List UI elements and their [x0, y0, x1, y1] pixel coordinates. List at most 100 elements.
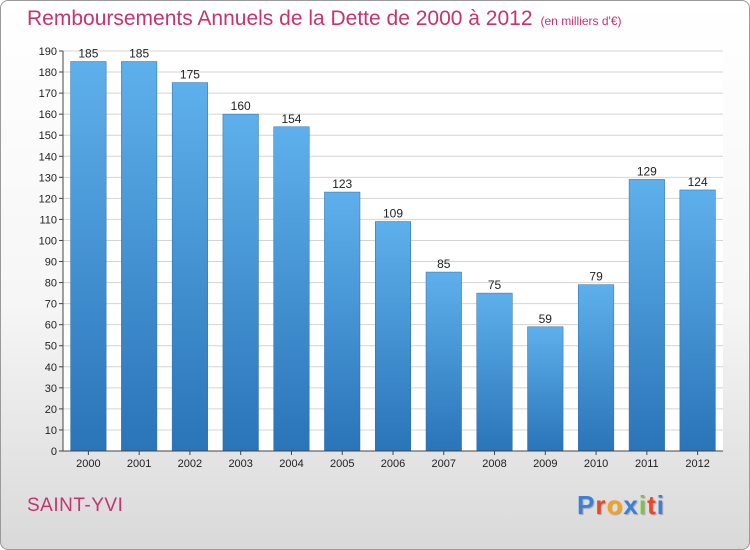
y-tick: 40: [45, 362, 63, 374]
logo-letter: o: [606, 490, 624, 520]
bar-2000: [70, 61, 107, 452]
bar-2003: [222, 113, 259, 452]
bar-2010: [578, 284, 615, 452]
bar-value-label: 129: [637, 164, 657, 178]
x-tick: 2011: [635, 451, 659, 470]
y-tick: 140: [39, 151, 63, 163]
y-tick-label: 150: [39, 130, 57, 142]
y-tick: 110: [39, 214, 63, 226]
x-tick-label: 2002: [178, 458, 202, 470]
bar-value-label: 109: [383, 207, 403, 221]
y-tick: 10: [45, 425, 63, 437]
y-tick-label: 100: [39, 235, 57, 247]
bar-2009: [527, 326, 564, 452]
bar-value-label: 185: [129, 47, 149, 61]
y-tick-label: 190: [39, 46, 57, 58]
y-tick-label: 180: [39, 67, 57, 79]
y-tick: 0: [51, 446, 63, 458]
bar-2011: [628, 179, 665, 452]
logo-letter: r: [595, 490, 607, 520]
y-tick: 50: [45, 341, 63, 353]
y-tick-label: 90: [45, 257, 57, 269]
bar-value-label: 123: [332, 177, 352, 191]
bar-value-label: 75: [488, 278, 502, 292]
y-tick-label: 20: [45, 404, 57, 416]
y-tick: 170: [39, 88, 63, 100]
logo-letter: x: [623, 490, 639, 520]
x-tick: 2007: [432, 451, 456, 470]
chart-title-text: Remboursements Annuels de la Dette de 20…: [27, 7, 533, 30]
bar-2002: [171, 82, 208, 452]
bar-2005: [324, 191, 361, 452]
y-tick-label: 80: [45, 278, 57, 290]
bar-value-label: 85: [437, 257, 451, 271]
y-tick: 30: [45, 383, 63, 395]
bar-2008: [476, 292, 513, 452]
x-tick: 2002: [178, 451, 202, 470]
bar-value-label: 185: [78, 47, 98, 61]
bar-2004: [273, 126, 310, 452]
x-tick-label: 2001: [127, 458, 151, 470]
y-tick: 150: [39, 130, 63, 142]
bar-2007: [425, 271, 462, 452]
bars: 185 185 175 160 154 123 109 85 75 59 79 129 124: [70, 47, 716, 452]
y-tick: 60: [45, 320, 63, 332]
y-tick: 160: [39, 109, 63, 121]
x-tick: 2012: [685, 451, 710, 470]
bar-value-label: 175: [180, 68, 200, 82]
logo-letter: i: [656, 490, 665, 520]
x-tick-label: 2009: [533, 458, 557, 470]
y-tick-label: 10: [45, 425, 57, 437]
x-tick: 2004: [279, 451, 304, 470]
bar-value-label: 59: [539, 312, 553, 326]
x-tick-label: 2012: [685, 458, 709, 470]
x-tick: 2005: [330, 451, 354, 470]
y-tick: 120: [39, 193, 63, 205]
y-tick-label: 0: [51, 446, 57, 458]
x-ticks: 2000 2001 2002 2003 2004 2005 2006 2007 2008 2009…: [76, 451, 710, 470]
proxiti-logo: Proxiti: [577, 490, 665, 521]
y-tick-label: 40: [45, 362, 57, 374]
y-tick-label: 30: [45, 383, 57, 395]
y-tick: 70: [45, 299, 63, 311]
bar-2012: [679, 189, 716, 452]
x-tick-label: 2007: [432, 458, 456, 470]
y-tick-label: 140: [39, 151, 57, 163]
x-tick: 2003: [228, 451, 253, 470]
y-tick-label: 170: [39, 88, 57, 100]
x-tick-label: 2006: [381, 458, 405, 470]
bar-2006: [374, 221, 412, 452]
logo-letter: i: [638, 490, 648, 520]
chart-subtitle: (en milliers d'€): [540, 14, 622, 28]
y-tick-label: 50: [45, 341, 57, 353]
logo-letter: P: [577, 490, 596, 520]
x-tick: 2008: [482, 451, 507, 470]
y-tick-label: 130: [39, 172, 57, 184]
y-tick-label: 120: [39, 193, 57, 205]
x-tick-label: 2004: [279, 458, 303, 470]
y-tick-label: 110: [39, 214, 57, 226]
x-tick: 2009: [533, 451, 558, 470]
y-tick: 80: [45, 278, 63, 290]
x-tick-label: 2003: [228, 458, 252, 470]
x-tick: 2000: [76, 451, 101, 470]
x-tick: 2001: [127, 451, 151, 470]
y-tick: 130: [39, 172, 63, 184]
logo-letter: t: [647, 490, 657, 520]
x-tick-label: 2010: [584, 458, 608, 470]
y-tick: 100: [39, 235, 63, 247]
bar-value-label: 160: [231, 99, 251, 113]
commune-name: SAINT-YVI: [27, 495, 124, 516]
x-tick-label: 2005: [330, 458, 354, 470]
x-tick-label: 2008: [482, 458, 506, 470]
x-tick: 2006: [381, 451, 405, 470]
y-tick-label: 160: [39, 109, 57, 121]
bar-value-label: 79: [589, 270, 603, 284]
y-ticks: 0 10 20 30 40 50 60 70 80 90 100 110 120 130 140 150 160…: [39, 46, 63, 458]
y-tick: 90: [45, 257, 63, 269]
x-tick: 2010: [584, 451, 608, 470]
y-tick-label: 60: [45, 320, 57, 332]
y-tick: 20: [45, 404, 63, 416]
